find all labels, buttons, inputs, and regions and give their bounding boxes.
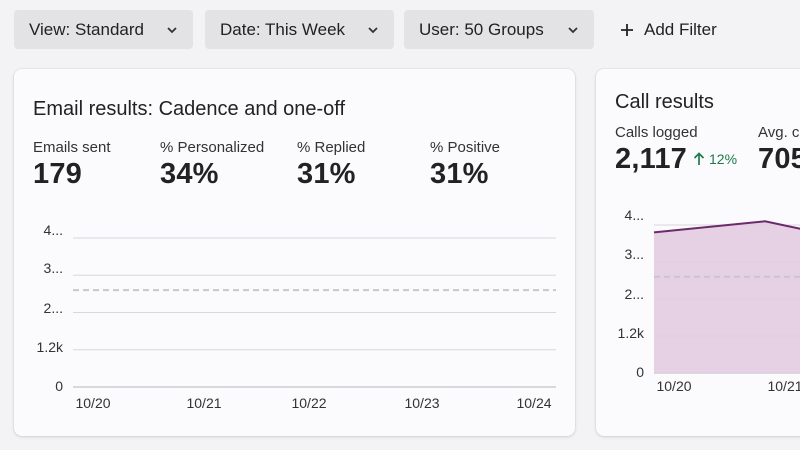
add-filter-button[interactable]: Add Filter	[610, 10, 727, 49]
email-results-card: Email results: Cadence and one-off Email…	[14, 69, 575, 436]
email-ytick-label: 2...	[43, 300, 63, 316]
call-xtick-label: 10/20	[656, 378, 692, 394]
call-ytick-label: 0	[636, 364, 644, 380]
call-xtick-label: 10/21	[767, 378, 800, 394]
avg-value: 705	[758, 143, 800, 175]
email-xtick-label: 10/20	[75, 395, 111, 411]
email-ytick-label: 3...	[43, 260, 63, 276]
arrow-up-icon	[693, 152, 705, 165]
chevron-down-icon	[167, 26, 177, 33]
add-filter-label: Add Filter	[644, 19, 717, 39]
replied-value: 31%	[297, 158, 356, 190]
email-ytick-label: 1.2k	[36, 339, 63, 355]
chevron-down-icon	[368, 26, 378, 33]
call-ytick-label: 1.2k	[617, 325, 644, 341]
call-ytick-label: 4...	[624, 207, 644, 223]
call-chart	[653, 220, 800, 374]
emails-sent-label: Emails sent	[33, 139, 111, 156]
positive-value: 31%	[430, 158, 489, 190]
calls-logged-value: 2,117	[615, 143, 687, 175]
call-ytick-label: 2...	[624, 286, 644, 302]
email-xtick-label: 10/24	[516, 395, 552, 411]
positive-label: % Positive	[430, 139, 501, 156]
chevron-down-icon	[568, 26, 578, 33]
avg-label: Avg. c	[758, 124, 800, 141]
emails-sent-value: 179	[33, 158, 82, 190]
plus-icon	[621, 23, 633, 36]
user-filter-button[interactable]: User: 50 Groups	[404, 10, 594, 49]
call-ytick-label: 3...	[624, 246, 644, 262]
calls-logged-delta-value: 12%	[709, 151, 738, 167]
personalized-value: 34%	[160, 158, 219, 190]
date-filter-button[interactable]: Date: This Week	[205, 10, 394, 49]
view-filter-button[interactable]: View: Standard	[14, 10, 193, 49]
email-chart	[73, 237, 556, 388]
call-card-title: Call results	[615, 91, 714, 113]
call-results-card: Call results Calls logged 2,117 12% Avg.…	[596, 69, 800, 436]
email-ytick-label: 0	[55, 378, 63, 394]
email-ytick-label: 4...	[43, 222, 63, 238]
user-filter-label: User: 50 Groups	[419, 19, 544, 39]
calls-logged-delta: 12%	[693, 151, 737, 167]
replied-label: % Replied	[297, 139, 366, 156]
email-xtick-label: 10/23	[404, 395, 440, 411]
personalized-label: % Personalized	[160, 139, 265, 156]
email-xtick-label: 10/21	[186, 395, 222, 411]
date-filter-label: Date: This Week	[220, 19, 346, 39]
series-area	[654, 221, 800, 373]
email-card-title: Email results: Cadence and one-off	[33, 98, 346, 120]
view-filter-label: View: Standard	[29, 19, 144, 39]
calls-logged-label: Calls logged	[615, 124, 698, 141]
email-xtick-label: 10/22	[291, 395, 327, 411]
